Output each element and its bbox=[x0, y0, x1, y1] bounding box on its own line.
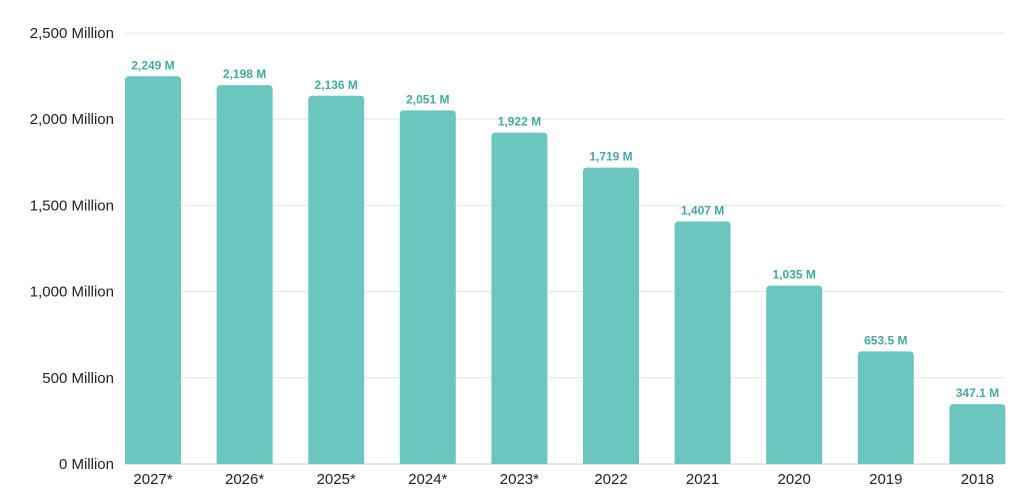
data-label: 2,136 M bbox=[315, 78, 358, 92]
data-label: 653.5 M bbox=[864, 333, 907, 347]
data-label: 2,249 M bbox=[131, 58, 174, 72]
data-label: 2,198 M bbox=[223, 67, 266, 81]
x-tick-label: 2022 bbox=[594, 471, 627, 488]
y-tick-label: 500 Million bbox=[42, 370, 114, 387]
y-tick-label: 2,500 Million bbox=[30, 25, 114, 42]
bar bbox=[583, 167, 639, 464]
x-tick-label: 2019 bbox=[869, 471, 902, 488]
data-label: 1,407 M bbox=[681, 203, 724, 217]
x-tick-label: 2020 bbox=[778, 471, 811, 488]
y-tick-label: 1,500 Million bbox=[30, 197, 114, 214]
y-tick-label: 2,000 Million bbox=[30, 111, 114, 128]
bar bbox=[766, 285, 823, 464]
x-tick-label: 2018 bbox=[961, 471, 994, 488]
x-tick-label: 2025* bbox=[317, 471, 356, 488]
bar bbox=[491, 132, 548, 464]
bar bbox=[125, 76, 181, 464]
bar bbox=[949, 404, 1006, 464]
y-tick-label: 0 Million bbox=[59, 456, 114, 473]
bar bbox=[308, 95, 365, 464]
data-label: 1,719 M bbox=[589, 150, 632, 164]
x-tick-label: 2021 bbox=[686, 471, 719, 488]
data-label: 1,922 M bbox=[498, 115, 541, 129]
data-label: 2,051 M bbox=[406, 92, 449, 106]
bar bbox=[216, 85, 273, 465]
y-tick-label: 1,000 Million bbox=[30, 284, 114, 301]
x-tick-label: 2023* bbox=[500, 471, 539, 488]
bar bbox=[399, 110, 456, 465]
data-label: 1,035 M bbox=[773, 268, 816, 282]
x-tick-label: 2026* bbox=[225, 471, 264, 488]
data-label: 347.1 M bbox=[956, 386, 999, 400]
x-tick-label: 2024* bbox=[408, 471, 447, 488]
bar bbox=[857, 351, 914, 464]
x-tick-label: 2027* bbox=[133, 471, 172, 488]
bar bbox=[674, 221, 731, 464]
